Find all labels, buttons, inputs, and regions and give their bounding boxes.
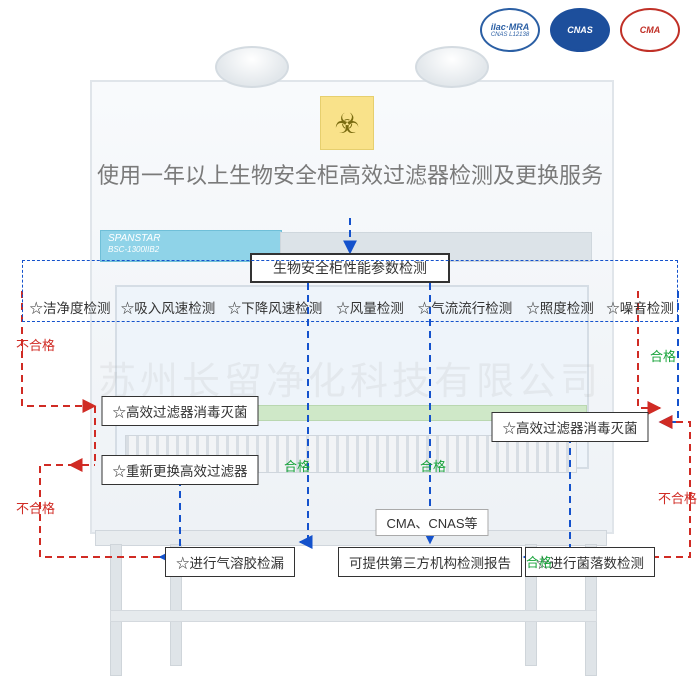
- cert-ilac-sub: CNAS L12138: [491, 32, 529, 38]
- node-t5: ☆气流流行检测: [418, 297, 513, 317]
- node-leak: ☆进行气溶胶检漏: [165, 547, 295, 577]
- model-text: BSC-1300IIB2: [108, 245, 159, 254]
- biohazard-icon: ☣: [320, 96, 374, 150]
- edge-label-pass_top_right: 合格: [650, 346, 676, 365]
- node-report: 可提供第三方机构检测报告: [338, 547, 522, 577]
- cert-ilac-icon: ilac·MRA CNAS L12138: [480, 8, 540, 52]
- cert-cma-text: CMA: [640, 25, 661, 35]
- node-t3: ☆下降风速检测: [228, 297, 323, 317]
- edge-label-pass_mid_l: 合格: [284, 456, 310, 475]
- node-replace: ☆重新更换高效过滤器: [102, 455, 259, 485]
- edge-label-pass_report: 合格: [526, 552, 552, 571]
- control-panel-brand: SPANSTAR BSC-1300IIB2: [108, 233, 160, 255]
- edge-label-pass_mid_r: 合格: [420, 456, 446, 475]
- cert-cnas-text: CNAS: [567, 25, 593, 35]
- cert-badges: ilac·MRA CNAS L12138 CNAS CMA: [480, 8, 680, 52]
- node-aux: CMA、CNAS等: [375, 509, 488, 536]
- node-t4: ☆风量检测: [336, 297, 404, 317]
- cert-cnas-icon: CNAS: [550, 8, 610, 52]
- node-ster_r: ☆高效过滤器消毒灭菌: [492, 412, 649, 442]
- exhaust-duct-right: [415, 46, 489, 88]
- node-t6: ☆照度检测: [526, 297, 594, 317]
- edge-label-fail_top_left: 不合格: [16, 335, 55, 354]
- node-t1: ☆洁净度检测: [30, 297, 111, 317]
- cert-cma-icon: CMA: [620, 8, 680, 52]
- edge-label-fail_bot_left: 不合格: [16, 498, 55, 517]
- page-title: 使用一年以上生物安全柜高效过滤器检测及更换服务: [90, 160, 610, 192]
- stand-brace: [110, 610, 597, 622]
- node-ster_l: ☆高效过滤器消毒灭菌: [102, 396, 259, 426]
- brand-text: SPANSTAR: [108, 233, 160, 244]
- cert-ilac-text: ilac·MRA: [491, 22, 530, 32]
- exhaust-duct-left: [215, 46, 289, 88]
- node-t2: ☆吸入风速检测: [121, 297, 216, 317]
- edge-label-fail_bot_right: 不合格: [658, 488, 697, 507]
- node-t7: ☆噪音检测: [606, 297, 674, 317]
